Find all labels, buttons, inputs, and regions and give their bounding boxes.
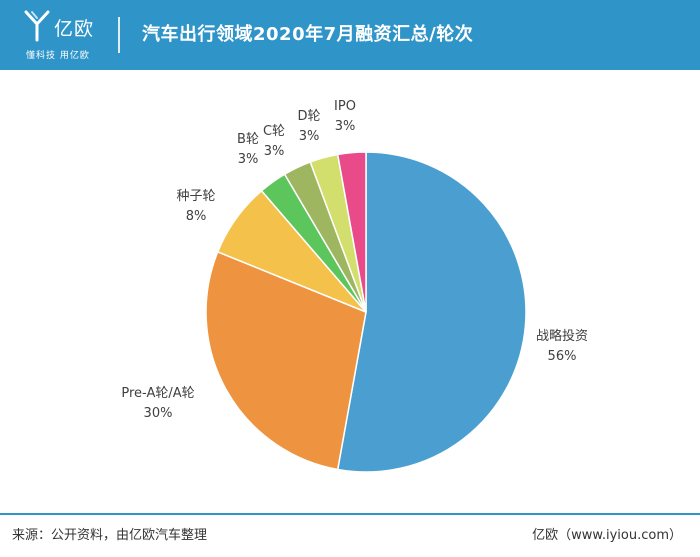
slice-value-2: 8% (186, 209, 207, 224)
page-title: 汽车出行领域2020年7月融资汇总/轮次 (142, 24, 474, 45)
slice-value-3: 3% (238, 152, 259, 167)
pie-slice-1 (205, 250, 367, 471)
logo-y-icon (24, 10, 50, 42)
slice-label-6: IPO (334, 99, 356, 114)
slice-label-4: C轮 (263, 124, 285, 139)
slice-value-5: 3% (299, 129, 320, 144)
slice-value-0: 56% (548, 349, 577, 364)
site-credit: 亿欧（www.iyiou.com） (532, 528, 682, 543)
slice-label-5: D轮 (297, 109, 320, 124)
footer-divider (0, 513, 700, 515)
pie-slice-6 (336, 151, 367, 313)
logo-text: 亿欧 (54, 18, 95, 40)
slice-label-0: 战略投资 (536, 328, 588, 344)
logo[interactable]: 亿欧 懂科技 用亿欧 (20, 8, 110, 62)
slice-label-1: Pre-A轮/A轮 (121, 386, 194, 401)
slice-label-2: 种子轮 (176, 189, 215, 204)
pie-slice-0 (336, 151, 527, 473)
chart-area: 战略投资 56% Pre-A轮/A轮 30% 种子轮 8% B轮 3% C轮 3% D轮 3% IPO 3… (0, 70, 700, 513)
slice-value-6: 3% (335, 119, 356, 134)
header-bar: 亿欧 懂科技 用亿欧 汽车出行领域2020年7月融资汇总/轮次 (0, 0, 700, 70)
header-divider (118, 17, 120, 53)
slice-value-1: 30% (144, 406, 173, 421)
pie-chart: 战略投资 56% Pre-A轮/A轮 30% 种子轮 8% B轮 3% C轮 3% D轮 3% IPO 3… (121, 99, 588, 473)
slice-label-3: B轮 (237, 132, 259, 147)
slice-value-4: 3% (264, 144, 285, 159)
source-note: 来源：公开资料，由亿欧汽车整理 (12, 528, 208, 543)
logo-slogan: 懂科技 用亿欧 (26, 51, 90, 61)
